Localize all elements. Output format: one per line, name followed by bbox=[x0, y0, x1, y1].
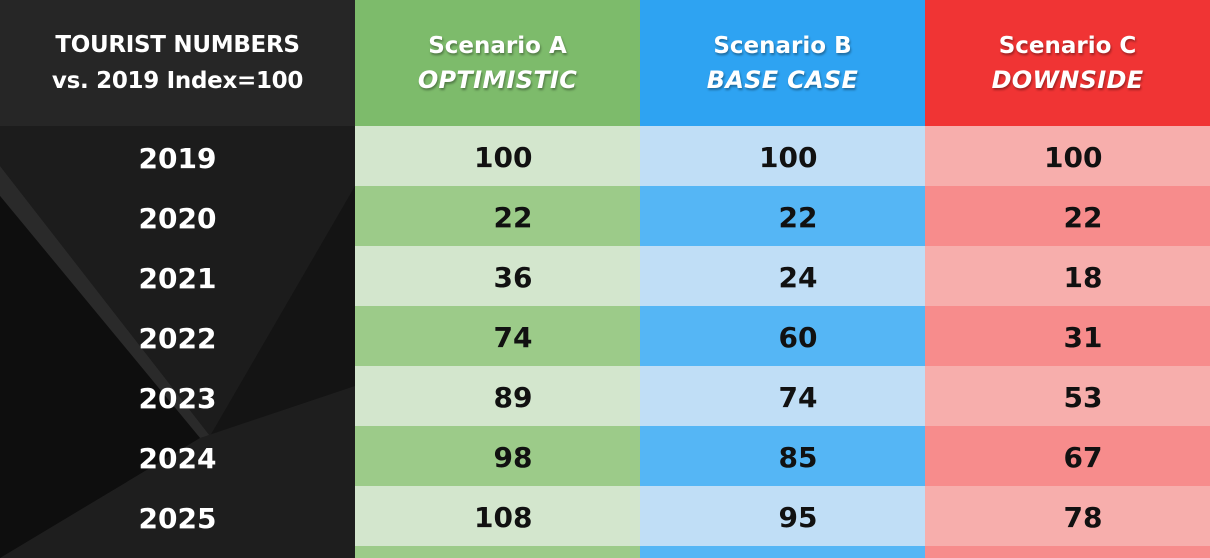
column-header-name: Scenario B bbox=[713, 33, 852, 59]
table-cell-scenario-b: 22 bbox=[640, 186, 925, 246]
row-year-label: 2020 bbox=[138, 201, 217, 235]
table-cell-scenario-b: 24 bbox=[640, 246, 925, 306]
cell-value: 36 bbox=[493, 260, 533, 294]
table-cell-scenario-c: 22 bbox=[925, 186, 1210, 246]
table-cell-scenario-a: 74 bbox=[355, 306, 640, 366]
table-title-line-2: vs. 2019 Index=100 bbox=[51, 68, 304, 94]
shard-shape bbox=[0, 126, 355, 436]
cell-value: 60 bbox=[778, 320, 818, 354]
cell-value: 89 bbox=[493, 380, 533, 414]
cell-value: 85 bbox=[778, 440, 818, 474]
column-header-scenario-b: Scenario B BASE CASE bbox=[640, 0, 925, 126]
table-cell-scenario-b: 85 bbox=[640, 426, 925, 486]
table-cell-scenario-a: 36 bbox=[355, 246, 640, 306]
column-header-scenario-a: Scenario A OPTIMISTIC bbox=[355, 0, 640, 126]
table-cell-scenario-b: 60 bbox=[640, 306, 925, 366]
row-year-label: 2019 bbox=[138, 141, 217, 175]
cell-value: 67 bbox=[1063, 440, 1103, 474]
column-bottom-strip bbox=[925, 546, 1210, 558]
cell-value: 22 bbox=[493, 200, 533, 234]
cell-value: 98 bbox=[493, 440, 533, 474]
cell-value: 108 bbox=[474, 500, 533, 534]
column-header-subtitle: DOWNSIDE bbox=[991, 66, 1144, 94]
cell-value: 22 bbox=[1063, 200, 1103, 234]
table-title-line-1: TOURIST NUMBERS bbox=[55, 32, 300, 58]
cell-value: 100 bbox=[759, 140, 818, 174]
table-cell-scenario-b: 100 bbox=[640, 126, 925, 186]
cell-value: 95 bbox=[778, 500, 818, 534]
column-header-name: Scenario A bbox=[428, 33, 567, 59]
cell-value: 74 bbox=[778, 380, 818, 414]
year-column-background bbox=[0, 126, 355, 558]
table-cell-scenario-c: 67 bbox=[925, 426, 1210, 486]
table-cell-scenario-b: 95 bbox=[640, 486, 925, 546]
table-cell-scenario-a: 22 bbox=[355, 186, 640, 246]
shard-shape bbox=[0, 166, 210, 438]
table-cell-scenario-c: 18 bbox=[925, 246, 1210, 306]
row-year-label: 2023 bbox=[138, 381, 217, 415]
column-header-subtitle: BASE CASE bbox=[706, 66, 859, 94]
row-year-label: 2021 bbox=[138, 261, 217, 295]
cell-value: 31 bbox=[1063, 320, 1103, 354]
table-cell-scenario-c: 100 bbox=[925, 126, 1210, 186]
cell-value: 53 bbox=[1063, 380, 1103, 414]
row-year-label: 2024 bbox=[138, 441, 217, 475]
column-header-scenario-c: Scenario C DOWNSIDE bbox=[925, 0, 1210, 126]
table-cell-scenario-c: 31 bbox=[925, 306, 1210, 366]
cell-value: 100 bbox=[474, 140, 533, 174]
column-bottom-strip bbox=[355, 546, 640, 558]
shard-shape bbox=[0, 386, 355, 558]
cell-value: 18 bbox=[1063, 260, 1103, 294]
cell-value: 22 bbox=[778, 200, 818, 234]
table-cell-scenario-a: 100 bbox=[355, 126, 640, 186]
row-year-label: 2022 bbox=[138, 321, 217, 355]
table-cell-scenario-a: 89 bbox=[355, 366, 640, 426]
cell-value: 74 bbox=[493, 320, 533, 354]
column-header-name: Scenario C bbox=[998, 33, 1137, 59]
table-cell-scenario-a: 98 bbox=[355, 426, 640, 486]
table-cell-scenario-c: 53 bbox=[925, 366, 1210, 426]
table-cell-scenario-c: 78 bbox=[925, 486, 1210, 546]
shard-shape bbox=[0, 196, 200, 558]
row-year-label: 2025 bbox=[138, 501, 217, 535]
column-bottom-strip bbox=[640, 546, 925, 558]
cell-value: 100 bbox=[1044, 140, 1103, 174]
table-cell-scenario-a: 108 bbox=[355, 486, 640, 546]
cell-value: 78 bbox=[1063, 500, 1103, 534]
column-header-subtitle: OPTIMISTIC bbox=[417, 66, 578, 94]
table-title: TOURIST NUMBERS vs. 2019 Index=100 bbox=[0, 0, 355, 126]
decorative-shards bbox=[0, 126, 355, 558]
cell-value: 24 bbox=[778, 260, 818, 294]
table-cell-scenario-b: 74 bbox=[640, 366, 925, 426]
